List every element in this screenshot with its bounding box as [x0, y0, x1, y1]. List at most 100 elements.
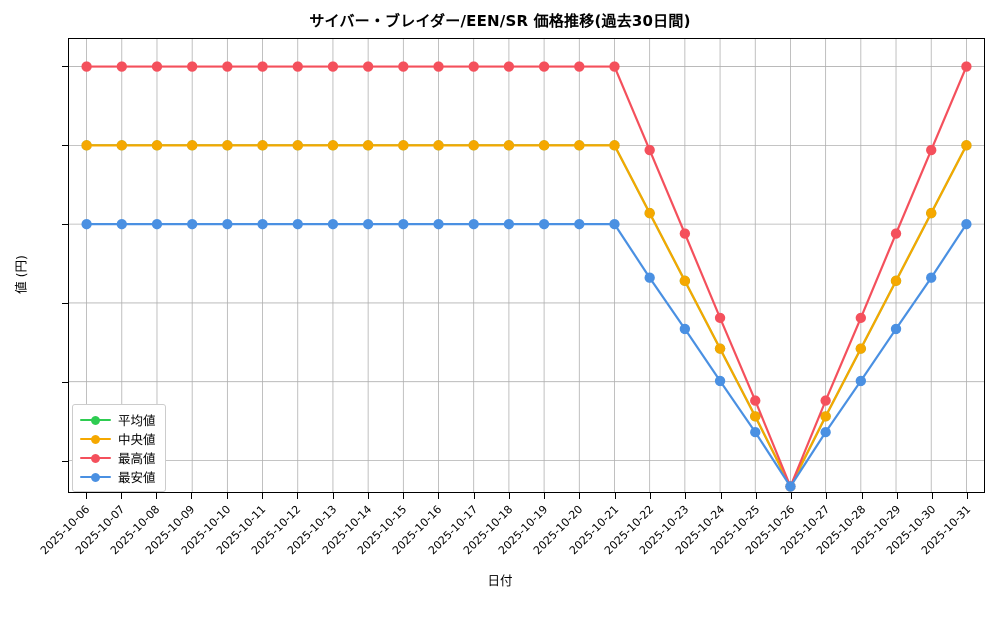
data-point	[644, 144, 655, 156]
data-point	[503, 218, 515, 230]
y-tick-mark	[62, 303, 68, 305]
legend-swatch-icon	[80, 452, 111, 464]
x-tick-mark	[262, 493, 263, 499]
chart-title: サイバー・ブレイダー/EEN/SR 価格推移(過去30日間)	[309, 12, 691, 30]
x-tick-mark	[826, 493, 828, 499]
y-axis-label: 値 (円)	[13, 255, 29, 294]
data-point	[820, 395, 831, 406]
legend-item-平均値[interactable]: 平均値	[80, 410, 156, 429]
data-point	[574, 140, 585, 151]
legend-label: 最安値	[118, 470, 156, 485]
x-tick-mark	[755, 493, 757, 499]
x-tick-mark	[156, 493, 158, 499]
data-point	[714, 312, 726, 324]
data-point	[222, 218, 233, 230]
x-tick-mark	[932, 493, 934, 499]
data-point	[644, 272, 655, 283]
data-point	[151, 218, 163, 230]
x-tick-mark	[649, 493, 651, 499]
data-point	[890, 275, 902, 287]
data-point	[81, 218, 92, 230]
data-point	[820, 411, 831, 422]
x-tick-mark	[579, 493, 581, 499]
data-point	[855, 312, 867, 324]
data-point	[433, 218, 444, 230]
data-point	[820, 426, 831, 438]
legend-marker-dot-icon	[91, 415, 100, 425]
x-tick-mark	[967, 493, 969, 499]
data-point	[538, 140, 550, 151]
data-point	[679, 228, 691, 239]
data-point	[961, 218, 972, 230]
data-point	[433, 140, 444, 151]
data-point	[961, 140, 972, 151]
data-point	[222, 61, 233, 72]
plot-area	[68, 38, 985, 493]
data-point	[186, 61, 198, 72]
data-point	[292, 140, 303, 151]
data-point	[398, 140, 409, 151]
y-tick-mark	[62, 461, 68, 463]
data-point	[679, 275, 691, 287]
x-tick-mark	[861, 493, 863, 499]
data-point	[116, 61, 127, 72]
data-point	[785, 481, 796, 492]
x-tick-mark	[191, 493, 193, 499]
x-tick-mark	[685, 493, 687, 499]
y-tick-mark	[62, 144, 68, 146]
x-tick-mark	[85, 493, 87, 499]
data-point	[398, 218, 409, 230]
y-tick-mark	[62, 65, 68, 67]
legend-item-最安値[interactable]: 最安値	[80, 467, 156, 486]
data-point	[468, 61, 479, 72]
data-point	[503, 61, 515, 72]
data-point	[362, 61, 374, 72]
x-tick-mark	[226, 493, 228, 499]
data-point	[679, 323, 691, 335]
data-point	[538, 61, 550, 72]
x-axis-label: 日付	[487, 573, 513, 588]
y-tick-mark	[62, 382, 68, 384]
x-tick-mark	[297, 493, 299, 499]
x-tick-mark	[367, 493, 369, 499]
x-tick-mark	[508, 493, 510, 499]
data-point	[644, 207, 655, 219]
x-tick-mark	[332, 493, 334, 499]
data-point	[292, 61, 303, 72]
data-point	[609, 218, 620, 230]
data-point	[574, 218, 585, 230]
chart-figure: サイバー・ブレイダー/EEN/SR 価格推移(過去30日間) 809010011…	[13, 12, 985, 588]
data-point	[257, 140, 268, 151]
data-point	[926, 272, 937, 283]
x-tick-mark	[473, 493, 475, 499]
data-point	[398, 61, 409, 72]
data-point	[609, 140, 620, 151]
x-tick-mark	[403, 493, 405, 499]
data-point	[292, 218, 303, 230]
data-point	[151, 61, 163, 72]
data-point	[503, 140, 515, 151]
data-point	[362, 140, 374, 151]
x-tick-mark	[896, 493, 898, 499]
x-tick-mark	[544, 493, 546, 499]
data-point	[116, 140, 127, 151]
y-axis: 8090100110120130	[62, 65, 68, 463]
data-point	[327, 61, 339, 72]
legend-item-最高値[interactable]: 最高値	[80, 448, 156, 467]
data-point	[750, 426, 761, 438]
legend-label: 平均値	[118, 413, 156, 428]
data-point	[327, 218, 339, 230]
data-point	[151, 140, 163, 151]
data-point	[468, 218, 479, 230]
legend-label: 最高値	[118, 451, 156, 466]
x-tick-mark	[438, 493, 440, 499]
data-point	[538, 218, 550, 230]
data-point	[81, 61, 92, 72]
chart-legend: 平均値 中央値最高値最安値	[72, 404, 166, 492]
legend-item-中央値[interactable]: 中央値	[80, 429, 156, 448]
data-point	[186, 140, 198, 151]
data-point	[574, 61, 585, 72]
data-point	[714, 343, 726, 354]
series-line-中央値	[85, 144, 968, 488]
data-point	[890, 323, 902, 335]
